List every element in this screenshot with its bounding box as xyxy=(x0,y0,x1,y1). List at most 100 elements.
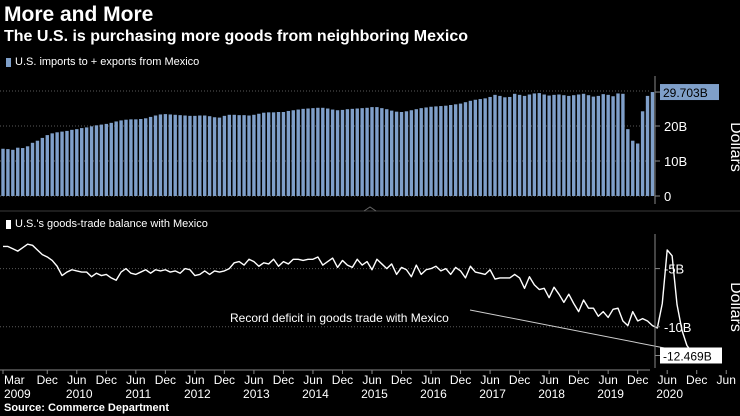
bar-103 xyxy=(508,96,512,196)
bar-70 xyxy=(345,109,350,196)
bar-29 xyxy=(143,118,148,196)
bar-109 xyxy=(537,93,541,196)
bar-105 xyxy=(517,94,522,196)
bar-107 xyxy=(527,94,532,196)
bar-111 xyxy=(547,95,551,196)
bottom-y-axis: -5B -10B Dollars -12.469B xyxy=(654,234,740,368)
bar-40 xyxy=(198,115,202,196)
x-year-label-1: 2010 xyxy=(66,387,93,401)
x-month-label-22: Jun xyxy=(658,373,677,387)
bar-52 xyxy=(257,113,261,196)
x-month-label-17: Dec xyxy=(509,373,530,387)
bar-115 xyxy=(567,95,571,196)
top-legend: U.S. imports to + exports from Mexico xyxy=(6,56,199,68)
top-ytick-label-2: 20B xyxy=(664,119,687,134)
x-month-label-11: Dec xyxy=(332,373,353,387)
bar-76 xyxy=(375,107,379,196)
bottom-ytick-label-1: -10B xyxy=(664,320,691,335)
trade-balance-line-layer xyxy=(3,243,701,360)
bar-19 xyxy=(94,125,99,196)
bar-27 xyxy=(134,119,138,196)
bar-59 xyxy=(291,110,295,196)
bar-91 xyxy=(449,105,453,196)
bar-42 xyxy=(207,116,212,196)
bar-94 xyxy=(463,102,468,196)
x-year-label-9: 2018 xyxy=(538,387,565,401)
bar-124 xyxy=(611,96,615,196)
bar-123 xyxy=(606,94,610,196)
bottom-legend: U.S.'s goods-trade balance with Mexico xyxy=(6,218,208,230)
bar-50 xyxy=(247,115,251,196)
bottom-ytick-label-0: -5B xyxy=(664,262,684,277)
bar-81 xyxy=(399,112,404,196)
bar-86 xyxy=(424,107,428,196)
x-year-label-0: 2009 xyxy=(4,387,31,401)
bar-74 xyxy=(365,107,369,196)
bar-97 xyxy=(478,99,482,196)
bar-66 xyxy=(326,108,330,196)
bar-35 xyxy=(173,114,177,196)
bar-38 xyxy=(188,115,192,196)
bar-20 xyxy=(99,124,104,196)
x-year-label-6: 2015 xyxy=(361,387,388,401)
bar-49 xyxy=(242,115,246,196)
bar-25 xyxy=(124,119,128,196)
bar-101 xyxy=(498,95,502,196)
bar-116 xyxy=(572,95,576,196)
bar-127 xyxy=(626,129,630,196)
top-last-value-label: 29.703B xyxy=(663,86,708,100)
x-month-label-12: Jun xyxy=(362,373,381,387)
bar-0 xyxy=(1,148,5,196)
bar-122 xyxy=(601,94,605,196)
bar-96 xyxy=(473,99,478,196)
bar-legend-swatch xyxy=(6,57,11,67)
bar-5 xyxy=(25,146,30,196)
x-year-label-3: 2012 xyxy=(184,387,211,401)
bar-55 xyxy=(271,112,276,196)
bar-26 xyxy=(129,119,133,196)
bar-15 xyxy=(75,129,79,196)
bar-62 xyxy=(306,108,310,196)
bar-126 xyxy=(621,93,625,196)
x-year-label-10: 2019 xyxy=(597,387,624,401)
bar-10 xyxy=(50,133,54,196)
x-year-label-8: 2017 xyxy=(479,387,506,401)
bar-100 xyxy=(493,94,497,196)
bar-54 xyxy=(266,112,271,196)
bar-75 xyxy=(370,107,374,196)
bar-4 xyxy=(20,148,25,196)
x-month-label-24: Jun xyxy=(717,373,736,387)
bar-8 xyxy=(40,137,45,196)
x-month-label-3: Dec xyxy=(96,373,117,387)
bar-87 xyxy=(429,106,433,196)
bar-77 xyxy=(380,108,384,196)
bar-71 xyxy=(350,108,355,196)
bar-34 xyxy=(168,114,172,196)
bar-45 xyxy=(222,115,227,196)
bar-113 xyxy=(557,94,561,196)
bar-114 xyxy=(562,95,566,196)
top-gridlines xyxy=(0,90,650,197)
x-year-label-5: 2014 xyxy=(302,387,329,401)
bar-6 xyxy=(30,142,35,196)
x-month-label-16: Jun xyxy=(480,373,499,387)
panel-resize-handle-icon[interactable] xyxy=(363,206,377,212)
trade-balance-line xyxy=(3,243,698,357)
top-y-axis-title: Dollars xyxy=(727,122,740,172)
bar-1 xyxy=(6,149,10,196)
bar-41 xyxy=(203,115,207,196)
bar-37 xyxy=(183,115,187,196)
x-year-label-7: 2016 xyxy=(420,387,447,401)
bar-132 xyxy=(650,92,655,196)
bar-31 xyxy=(153,115,158,196)
bar-68 xyxy=(335,110,340,196)
bar-119 xyxy=(586,95,591,196)
bar-61 xyxy=(301,108,305,196)
import-export-bars xyxy=(1,92,655,196)
bar-36 xyxy=(178,115,182,196)
top-y-axis: 0 10B 20B 29.703B Dollars xyxy=(654,76,740,204)
bar-69 xyxy=(340,109,345,196)
bar-64 xyxy=(316,107,320,196)
bottom-legend-label: U.S.'s goods-trade balance with Mexico xyxy=(15,218,208,230)
